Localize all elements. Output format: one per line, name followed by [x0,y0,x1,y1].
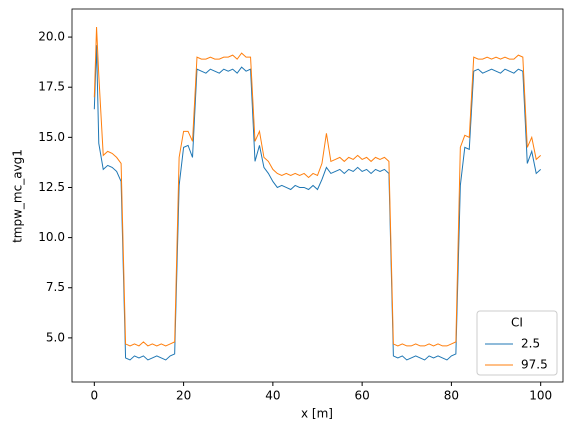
y-tick-label: 10.0 [38,230,65,244]
legend-box [476,310,558,376]
x-tick-label: 100 [529,389,552,403]
legend-title: CI [511,316,523,330]
x-tick-label: 80 [444,389,459,403]
y-tick-label: 5.0 [46,330,65,344]
legend-label: 2.5 [521,337,540,351]
y-tick-label: 20.0 [38,30,65,44]
x-tick-label: 20 [176,389,191,403]
y-axis-label: tmpw_mc_avg1 [11,149,25,243]
y-tick-label: 7.5 [46,280,65,294]
y-tick-label: 12.5 [38,180,65,194]
x-tick-label: 0 [90,389,98,403]
x-tick-label: 40 [265,389,280,403]
plot-frame [71,8,564,383]
data-line [93,45,542,361]
y-tick-label: 15.0 [38,130,65,144]
data-line [93,27,542,347]
legend: CI 2.5 97.5 [476,310,558,376]
y-tick-label: 17.5 [38,80,65,94]
legend-label: 97.5 [521,358,548,372]
x-tick-label: 60 [354,389,369,403]
x-axis-label: x [m] [301,407,333,421]
